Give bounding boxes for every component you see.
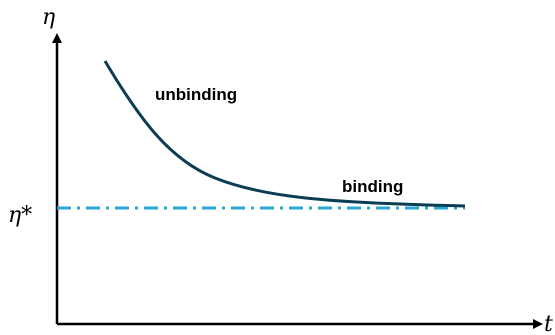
unbinding-label: unbinding [155, 85, 237, 104]
y-axis-label: η [42, 5, 55, 30]
threshold-label: η* [8, 203, 32, 228]
binding-label: binding [342, 177, 403, 196]
decay-curve [103, 60, 466, 208]
x-axis-label: t [544, 312, 553, 335]
